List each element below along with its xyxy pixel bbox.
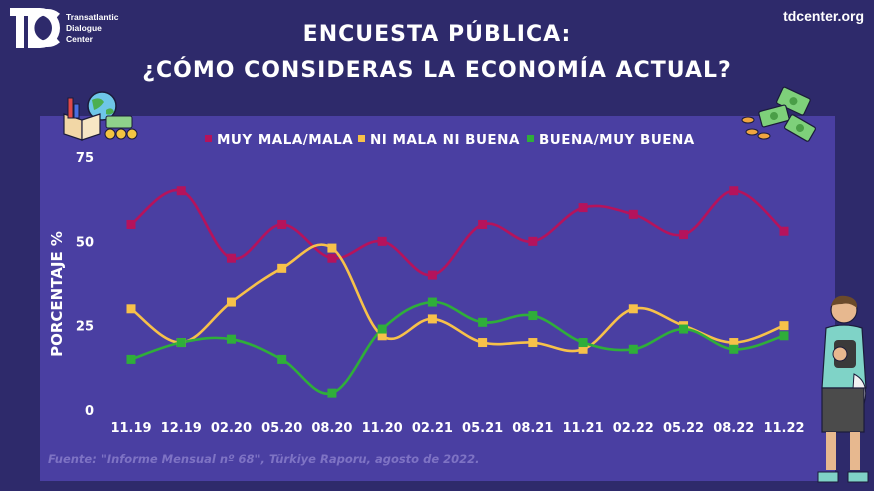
org-name-line: Transatlantic [66,11,119,22]
data-point [729,344,739,354]
chart-title-line1: ENCUESTA PÚBLICA: [302,22,572,47]
x-tick-label: 02.20 [211,421,252,436]
x-tick-label: 08.21 [512,421,553,436]
x-tick-label: 02.21 [412,421,453,436]
data-point [679,230,689,240]
data-point [377,236,387,246]
data-point [779,321,789,331]
data-point [277,263,287,273]
data-point [427,297,437,307]
data-point [126,354,136,364]
plot-background [40,116,835,481]
y-tick-label: 75 [76,151,94,166]
data-point [277,219,287,229]
legend-label: BUENA/MUY BUENA [539,132,695,148]
data-point [427,270,437,280]
data-point [578,203,588,213]
legend-swatch [358,135,365,142]
legend-swatch [527,135,534,142]
data-point [528,338,538,348]
data-point [679,324,689,334]
data-point [427,314,437,324]
series-points [126,186,789,398]
logo: Transatlantic Dialogue Center [10,6,118,50]
data-point [628,344,638,354]
legend-label: MUY MALA/MALA [217,132,353,148]
data-point [176,186,186,196]
data-point [779,331,789,341]
books-globe-icon [63,91,138,141]
data-point [628,209,638,219]
site-url[interactable]: tdcenter.org [783,8,864,24]
data-point [628,304,638,314]
y-tick-label: 25 [76,320,94,335]
chart-title-line2: ¿CÓMO CONSIDERAS LA ECONOMÍA ACTUAL? [142,58,732,83]
x-tick-label: 02.22 [613,421,654,436]
data-point [126,219,136,229]
legend: MUY MALA/MALA NI MALA NI BUENA BUENA/MUY B… [205,132,695,148]
data-point [478,219,488,229]
data-point [478,317,488,327]
data-point [327,388,337,398]
money-bills-icon [741,86,816,142]
y-axis-label: PORCENTAJE % [48,231,66,357]
x-ticks: 11.19 12.19 02.20 05.20 08.20 11.20 02.21 05.21… [110,421,804,436]
data-point [327,253,337,263]
data-point [226,334,236,344]
org-name-line: Center [66,33,93,44]
x-tick-label: 08.20 [311,421,352,436]
series-lines [130,188,785,396]
data-point [578,344,588,354]
series-line [130,300,785,396]
x-tick-label: 05.20 [261,421,302,436]
x-tick-label: 05.22 [663,421,704,436]
data-point [578,338,588,348]
y-ticks: 0 25 50 75 [76,151,94,419]
tdc-logo-icon [10,8,60,48]
data-point [176,338,186,348]
x-tick-label: 05.21 [462,421,503,436]
x-tick-label: 11.22 [763,421,804,436]
source-note: Fuente: "Informe Mensual nº 68", Türkiye… [48,452,480,466]
data-point [528,311,538,321]
data-point [126,304,136,314]
data-point [377,324,387,334]
data-point [729,186,739,196]
x-tick-label: 11.20 [362,421,403,436]
data-point [226,253,236,263]
x-tick-label: 12.19 [161,421,202,436]
data-point [327,243,337,253]
org-name: Transatlantic Dialogue Center [66,12,118,45]
data-point [729,338,739,348]
legend-label: NI MALA NI BUENA [370,132,520,148]
x-tick-label: 08.22 [713,421,754,436]
org-name-line: Dialogue [66,22,102,33]
legend-swatch [205,135,212,142]
y-tick-label: 0 [85,404,94,419]
y-tick-label: 50 [76,235,94,250]
data-point [277,354,287,364]
data-point [377,331,387,341]
data-point [226,297,236,307]
data-point [528,236,538,246]
x-tick-label: 11.21 [563,421,604,436]
data-point [478,338,488,348]
x-tick-label: 11.19 [110,421,151,436]
person-illustration [817,295,869,483]
data-point [779,226,789,236]
